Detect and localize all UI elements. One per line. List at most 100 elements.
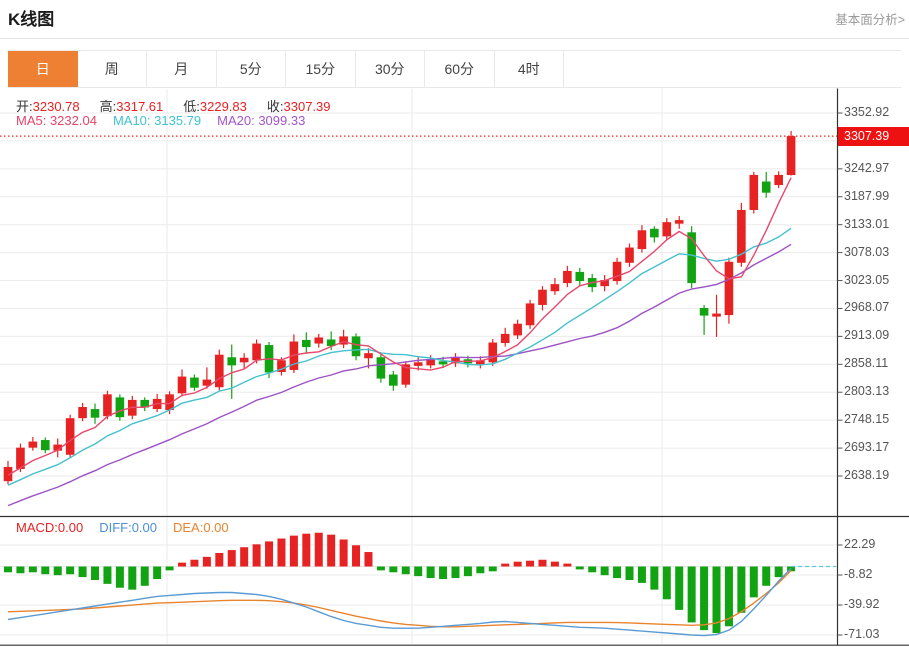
price-axis-label: 3352.92 <box>844 105 890 119</box>
candle-body <box>426 359 435 366</box>
candle-body <box>438 361 448 365</box>
candle-body <box>662 222 672 237</box>
macd-bar-negative <box>774 566 783 578</box>
ohlc-close-label: 收: <box>266 99 284 114</box>
macd-legend: MACD:0.00 DIFF:0.00 DEA:0.00 <box>16 520 245 535</box>
macd-bar-positive <box>227 550 236 567</box>
fundamental-analysis-link[interactable]: 基本面分析> <box>835 13 905 27</box>
macd-bar-positive <box>339 539 348 567</box>
macd-bar-negative <box>488 566 497 572</box>
macd-bar-negative <box>749 566 758 598</box>
page-title: K线图 <box>8 10 55 29</box>
macd-bar-negative <box>600 566 609 576</box>
macd-bar-positive <box>215 552 224 567</box>
ohlc-open-value: 3230.78 <box>32 99 80 114</box>
macd-bar-positive <box>265 541 274 567</box>
tab-day[interactable]: 日 <box>8 51 78 87</box>
candle-body <box>277 360 286 372</box>
macd-bar-negative <box>128 566 137 590</box>
ohlc-low-value: 3229.83 <box>199 99 247 114</box>
ma10-legend: MA10: 3135.79 <box>112 113 202 128</box>
candle-body <box>165 394 174 411</box>
candle-body <box>737 209 746 263</box>
ohlc-legend: 开:3230.78 高:3317.61 低:3229.83 收:3307.39 <box>16 96 351 115</box>
macd-bar-negative <box>140 566 149 586</box>
candle-body <box>252 343 261 361</box>
candle-body <box>90 409 100 418</box>
candle-body <box>239 357 249 363</box>
macd-bar-negative <box>165 566 174 571</box>
current-price-badge: 3307.39 <box>838 127 909 146</box>
macd-bar-positive <box>352 545 361 567</box>
ma20-line <box>7 243 792 507</box>
macd-bar-positive <box>563 563 572 567</box>
macd-bar-negative <box>625 566 634 580</box>
ohlc-open-label: 开: <box>16 99 33 114</box>
tab-30min[interactable]: 30分 <box>356 51 425 87</box>
macd-bar-positive <box>190 559 199 567</box>
candle-body <box>563 270 572 284</box>
tab-60min[interactable]: 60分 <box>425 51 495 87</box>
macd-bar-negative <box>613 566 622 579</box>
macd-bar-positive <box>364 552 373 567</box>
candle-body <box>774 174 783 186</box>
candle-body <box>650 228 659 238</box>
macd-bar-negative <box>451 566 460 579</box>
macd-bar-negative <box>53 566 62 576</box>
candle-body <box>103 394 112 417</box>
macd-bar-negative <box>91 566 100 580</box>
macd-bar-negative <box>637 566 646 583</box>
price-axis-label: 2748.15 <box>844 412 890 427</box>
ohlc-high-label: 高: <box>99 99 117 114</box>
candle-body <box>761 181 771 193</box>
candle-body <box>451 357 460 364</box>
diff-line <box>7 567 792 637</box>
candle-body <box>786 136 796 176</box>
candle-body <box>53 444 63 451</box>
macd-bar-positive <box>289 535 298 567</box>
diff-value: DIFF:0.00 <box>99 520 157 535</box>
macd-bar-positive <box>240 547 249 567</box>
macd-bar-negative <box>414 566 423 577</box>
ma20-legend: MA20: 3099.33 <box>217 113 306 128</box>
candle-body <box>724 261 734 316</box>
candle-body <box>525 303 535 326</box>
macd-bar-positive <box>327 534 336 567</box>
tab-5min[interactable]: 5分 <box>217 51 286 87</box>
tab-week[interactable]: 周 <box>78 51 147 87</box>
macd-axis-label: -71.03 <box>844 627 880 641</box>
tab-4hour[interactable]: 4时 <box>495 51 564 87</box>
macd-bar-negative <box>115 566 124 588</box>
macd-bar-negative <box>16 566 25 574</box>
header-divider <box>0 38 909 39</box>
candle-body <box>78 407 87 419</box>
macd-axis-label: 22.29 <box>844 537 876 551</box>
macd-bar-negative <box>103 566 112 584</box>
macd-bar-negative <box>463 566 472 577</box>
candle-body <box>326 339 336 347</box>
candle-body <box>215 354 224 388</box>
macd-bar-positive <box>513 561 522 567</box>
macd-histogram <box>4 532 796 634</box>
macd-bar-negative <box>389 566 398 573</box>
macd-bar-positive <box>526 560 535 567</box>
macd-bar-negative <box>153 566 162 580</box>
candle-body <box>699 307 709 316</box>
ohlc-close-value: 3307.39 <box>283 99 331 114</box>
macd-bar-negative <box>28 566 37 573</box>
candle-body <box>612 261 622 282</box>
price-axis-label: 3187.99 <box>844 188 890 203</box>
price-axis-label: 2693.17 <box>844 440 890 455</box>
macd-bar-negative <box>737 566 746 613</box>
tabbar-filler <box>564 51 901 87</box>
tab-15min[interactable]: 15分 <box>286 51 356 87</box>
tab-month[interactable]: 月 <box>147 51 217 87</box>
macd-bar-positive <box>302 533 311 567</box>
ohlc-high-value: 3317.61 <box>116 99 164 114</box>
candle-body <box>389 374 398 386</box>
candle-body <box>314 337 324 344</box>
candle-body <box>339 336 348 345</box>
dea-value: DEA:0.00 <box>173 520 229 535</box>
macd-bar-positive <box>277 538 286 567</box>
